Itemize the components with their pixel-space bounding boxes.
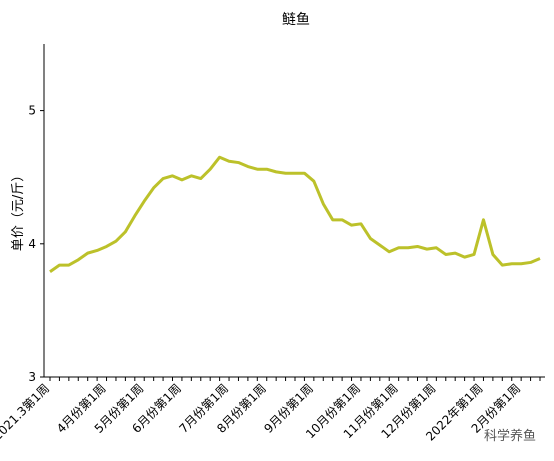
y-tick-label: 5 bbox=[28, 104, 36, 118]
chart-title: 鲢鱼 bbox=[282, 11, 310, 28]
x-tick-label: 2021.3第1周 bbox=[0, 381, 52, 443]
y-tick-label: 4 bbox=[28, 237, 36, 251]
y-axis-label: 单价（元/斤） bbox=[11, 169, 26, 251]
line bbox=[49, 155, 541, 273]
watermark: 科学养鱼 bbox=[484, 428, 536, 444]
y-tick-label: 3 bbox=[28, 370, 36, 384]
